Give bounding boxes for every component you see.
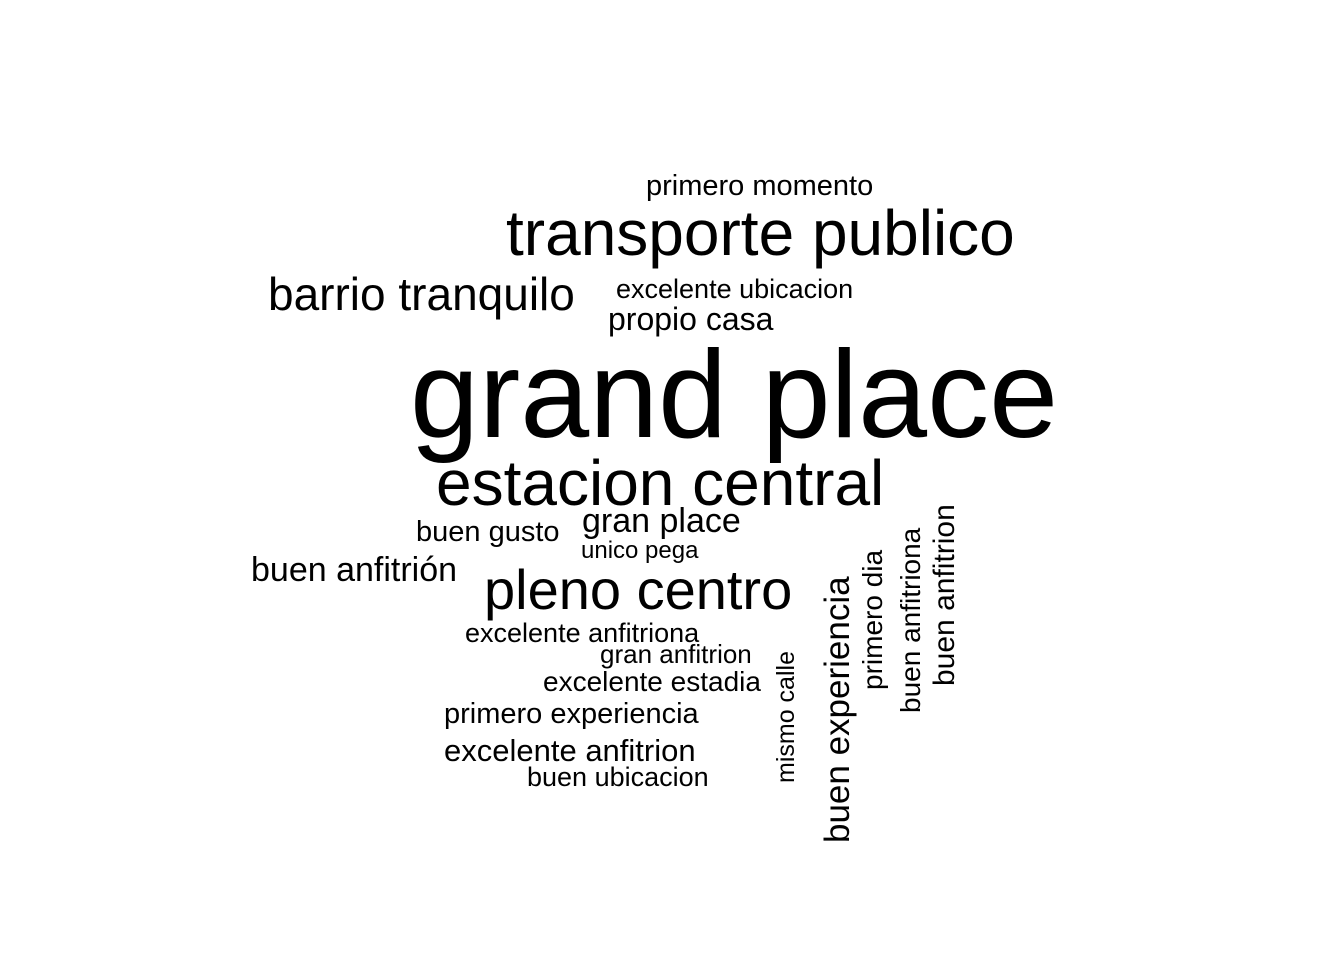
word-pleno-centro: pleno centro (484, 558, 793, 621)
word-buen-gusto: buen gusto (416, 516, 560, 548)
word-primero-experiencia: primero experiencia (444, 698, 699, 730)
word-grand-place: grand place (410, 326, 1059, 464)
word-excelente-estadia: excelente estadia (543, 666, 761, 697)
word-barrio-tranquilo: barrio tranquilo (268, 268, 575, 320)
word-buen-experiencia: buen experiencia (818, 576, 857, 843)
word-gran-anfitrion: gran anfitrion (600, 639, 752, 669)
word-excelente-anfitrion: excelente anfitrion (444, 733, 696, 768)
word-buen-ubicacion: buen ubicacion (527, 762, 709, 792)
word-unico-pega: unico pega (581, 537, 699, 564)
word-transporte-publico: transporte publico (506, 197, 1015, 269)
word-excelente-anfitriona: excelente anfitriona (465, 618, 700, 648)
word-buen-anfitrion: buen anfitrion (928, 504, 961, 686)
word-buen-anfitriona: buen anfitriona (895, 527, 926, 713)
word-gran-place: gran place (582, 502, 741, 540)
word-propio-casa: propio casa (608, 301, 774, 337)
word-mismo-calle: mismo calle (772, 651, 800, 783)
word-buen-anfitrion-accent: buen anfitrión (251, 551, 458, 589)
word-excelente-ubicacion: excelente ubicacion (616, 274, 854, 304)
word-estacion-central: estacion central (436, 447, 885, 519)
word-primero-dia: primero dia (857, 549, 888, 690)
word-primero-momento: primero momento (646, 170, 874, 202)
